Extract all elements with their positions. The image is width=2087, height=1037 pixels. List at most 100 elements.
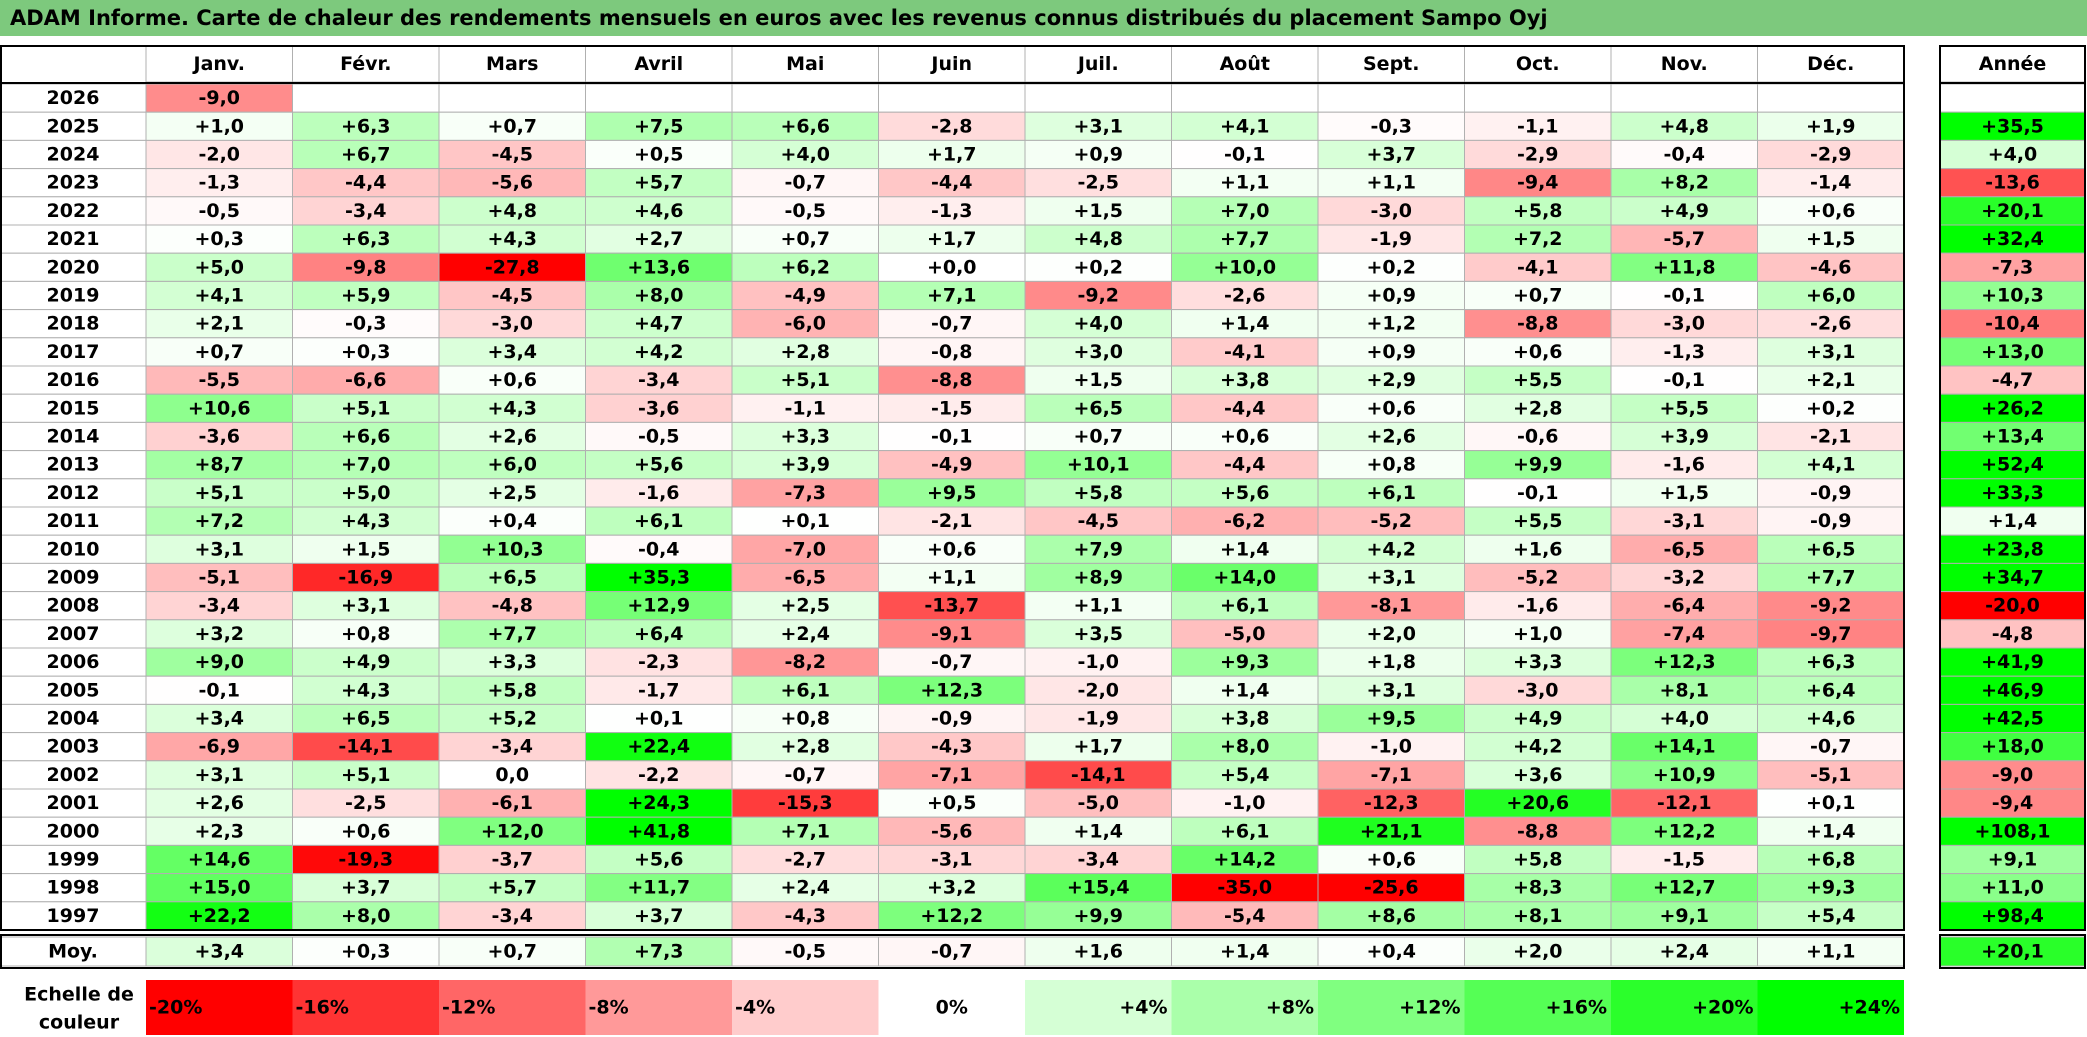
heatmap-cell (1171, 788, 1319, 818)
heatmap-cell-value: -1,6 (1517, 595, 1559, 617)
average-cell (1757, 936, 1905, 967)
month-header-label: Déc. (1807, 53, 1854, 75)
heatmap-cell-value: -1,4 (1810, 172, 1852, 194)
heatmap-cell-value: +12,9 (627, 595, 690, 617)
annual-cell-value: +1,4 (1988, 510, 2038, 532)
heatmap-cell (145, 732, 293, 762)
heatmap-cell-value: -3,4 (638, 369, 680, 391)
heatmap-cell-value: +7,9 (1073, 538, 1123, 560)
heatmap-cell-value: +3,7 (341, 877, 391, 899)
heatmap-cell (145, 393, 293, 423)
heatmap-cell-value: -1,0 (1370, 736, 1412, 758)
color-scale-swatch (585, 980, 732, 1035)
heatmap-cell (878, 647, 1026, 677)
annual-grid-frame (1939, 45, 2086, 931)
average-cell-value: -0,7 (931, 941, 973, 963)
heatmap-cell (1317, 506, 1465, 536)
annual-cell (1939, 619, 2086, 649)
heatmap-cell (731, 252, 879, 282)
heatmap-cell (731, 337, 879, 367)
annual-cell-value: +34,7 (1981, 567, 2044, 589)
heatmap-cell-value: +5,8 (1513, 849, 1563, 871)
heatmap-cell (878, 534, 1026, 564)
heatmap-cell-value: +5,6 (1220, 482, 1270, 504)
heatmap-cell-value: +5,5 (1659, 397, 1709, 419)
annual-cell-value: +13,4 (1981, 426, 2044, 448)
annual-cell (1939, 309, 2086, 339)
heatmap-cell (1171, 534, 1319, 564)
month-header-cell (1757, 45, 1905, 83)
heatmap-cell (1171, 168, 1319, 198)
average-cell (1317, 936, 1465, 967)
heatmap-cell (145, 280, 293, 311)
heatmap-cell (1171, 139, 1319, 170)
annual-cell (1939, 365, 2086, 395)
heatmap-cell (1464, 168, 1612, 198)
heatmap-cell (438, 844, 586, 875)
heatmap-cell-value: +5,2 (487, 708, 537, 730)
heatmap-cell-value: +6,5 (1073, 397, 1123, 419)
heatmap-cell (731, 478, 879, 508)
year-label-cell (0, 139, 147, 170)
heatmap-cell-value: -2,5 (1077, 172, 1119, 194)
heatmap-cell (878, 760, 1026, 790)
heatmap-cell-value: +12,7 (1653, 877, 1716, 899)
annual-cell (1939, 196, 2086, 226)
heatmap-cell (1024, 873, 1172, 903)
heatmap-cell-value: +8,1 (1513, 905, 1563, 927)
heatmap-cell-value: -3,0 (1663, 313, 1705, 335)
year-label-cell (0, 309, 147, 339)
heatmap-cell-value: +4,8 (487, 200, 537, 222)
heatmap-cell (145, 337, 293, 367)
heatmap-cell-value: -0,5 (638, 426, 680, 448)
year-label: 2020 (47, 256, 100, 278)
heatmap-cell (585, 168, 733, 198)
year-label-cell (0, 675, 147, 705)
heatmap-cell (1024, 647, 1172, 677)
heatmap-cell (731, 393, 879, 423)
heatmap-cell-value: +15,0 (188, 877, 251, 899)
heatmap-cell (1610, 760, 1758, 790)
color-scale-step-label: +16% (1546, 997, 1607, 1019)
heatmap-cell-value: -1,0 (1224, 792, 1266, 814)
heatmap-cell-value: -9,2 (1077, 285, 1119, 307)
heatmap-cell (1464, 873, 1612, 903)
heatmap-cell-value: -0,7 (784, 172, 826, 194)
heatmap-cell-value: +0,0 (927, 256, 977, 278)
year-label: 2021 (47, 228, 100, 250)
heatmap-cell-value: -4,8 (491, 595, 533, 617)
color-scale-step-label: +24% (1839, 997, 1900, 1019)
heatmap-cell (1317, 901, 1465, 931)
heatmap-cell-value: +0,8 (1366, 454, 1416, 476)
annual-cell-value: +18,0 (1981, 736, 2044, 758)
heatmap-cell-value: -6,5 (1663, 538, 1705, 560)
color-scale-label-line2: couleur (39, 1012, 120, 1034)
heatmap-cell-value: -8,8 (1517, 313, 1559, 335)
year-label: 2009 (47, 567, 100, 589)
average-cell (292, 936, 440, 967)
year-label-cell (0, 196, 147, 226)
annual-cell (1939, 844, 2086, 875)
heatmap-cell-value: +8,0 (1220, 736, 1270, 758)
heatmap-cell-value: +0,7 (780, 228, 830, 250)
heatmap-cell (1610, 873, 1758, 903)
heatmap-cell-value: -2,0 (1077, 679, 1119, 701)
heatmap-cell (585, 421, 733, 452)
heatmap-cell-value: -0,6 (1517, 426, 1559, 448)
heatmap-cell (1757, 478, 1905, 508)
heatmap-cell-value: -0,5 (198, 200, 240, 222)
annual-cell-value: -13,6 (1985, 172, 2040, 194)
year-label: 2019 (47, 285, 100, 307)
heatmap-cell-value: +3,1 (1366, 567, 1416, 589)
heatmap-cell (1610, 788, 1758, 818)
heatmap-cell-value: +4,2 (634, 341, 684, 363)
month-header-label: Avril (634, 53, 683, 75)
heatmap-cell (878, 450, 1026, 480)
heatmap-cell-value: +1,1 (1366, 172, 1416, 194)
heatmap-cell (1757, 309, 1905, 339)
heatmap-cell (292, 252, 440, 282)
heatmap-cell-value: -3,1 (931, 849, 973, 871)
heatmap-cell (1610, 224, 1758, 254)
year-label: 1998 (47, 877, 100, 899)
heatmap-cell-value: -0,7 (784, 764, 826, 786)
